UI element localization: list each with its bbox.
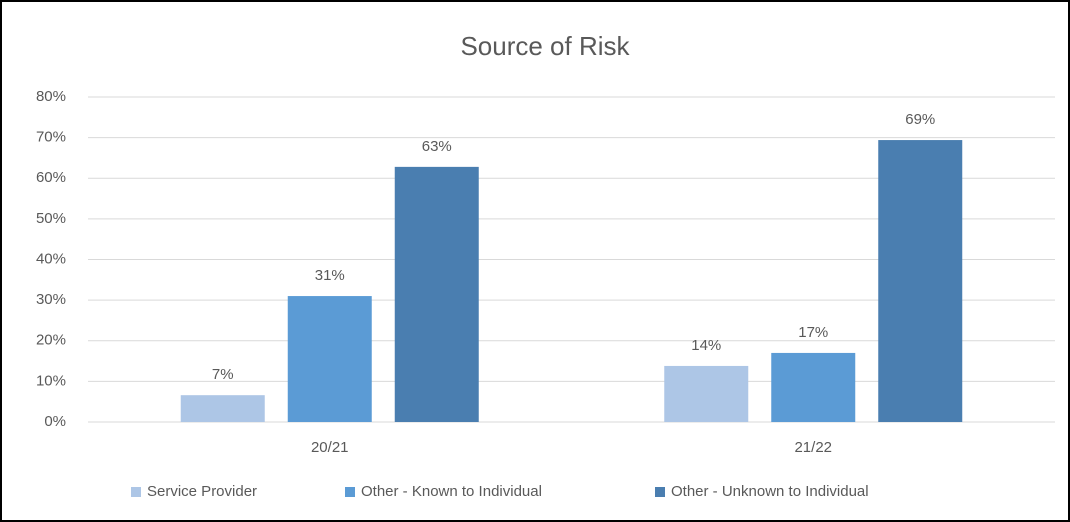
- x-tick-label: 21/22: [794, 439, 832, 456]
- data-label: 7%: [212, 366, 234, 383]
- bar: [771, 352, 856, 422]
- y-tick-label: 50%: [36, 210, 66, 227]
- y-tick-label: 10%: [36, 372, 66, 389]
- y-tick-label: 0%: [44, 413, 66, 430]
- bar: [878, 140, 963, 422]
- bar: [664, 365, 749, 422]
- legend-label: Other - Known to Individual: [361, 483, 542, 500]
- bar: [180, 395, 265, 422]
- legend-label: Service Provider: [147, 483, 257, 500]
- bar: [287, 296, 372, 422]
- y-tick-label: 80%: [36, 88, 66, 105]
- x-tick-label: 20/21: [311, 439, 349, 456]
- data-label: 14%: [691, 337, 721, 354]
- data-label: 17%: [798, 324, 828, 341]
- legend-swatch: [131, 487, 141, 497]
- data-label: 69%: [905, 111, 935, 128]
- bar: [394, 166, 479, 422]
- y-tick-label: 70%: [36, 129, 66, 146]
- y-tick-label: 30%: [36, 291, 66, 308]
- y-tick-label: 20%: [36, 332, 66, 349]
- data-label: 31%: [315, 267, 345, 284]
- legend-swatch: [655, 487, 665, 497]
- y-tick-label: 60%: [36, 169, 66, 186]
- data-label: 63%: [422, 138, 452, 155]
- y-tick-label: 40%: [36, 250, 66, 267]
- legend-swatch: [345, 487, 355, 497]
- legend-label: Other - Unknown to Individual: [671, 483, 869, 500]
- chart-title: Source of Risk: [460, 31, 630, 61]
